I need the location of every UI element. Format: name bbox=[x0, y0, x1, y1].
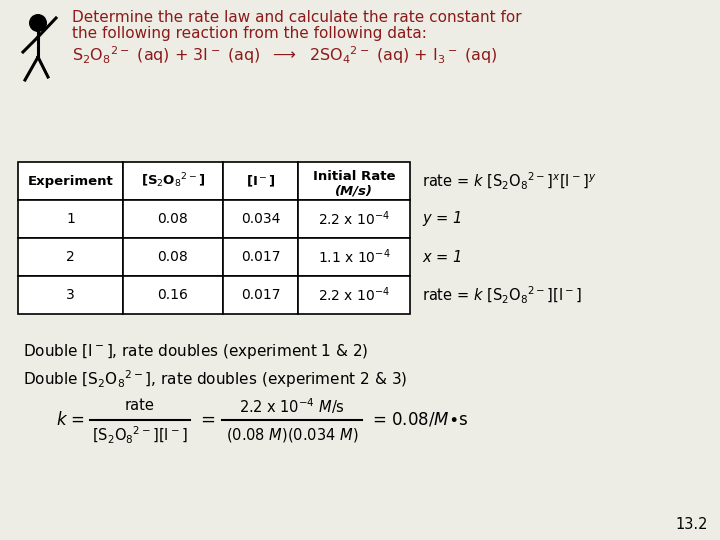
Text: 0.16: 0.16 bbox=[158, 288, 189, 302]
Bar bbox=[298, 162, 410, 200]
Bar bbox=[298, 200, 410, 238]
Text: $k$ =: $k$ = bbox=[56, 411, 85, 429]
Bar bbox=[223, 162, 298, 200]
Bar bbox=[18, 276, 123, 314]
Bar bbox=[298, 238, 410, 276]
Bar bbox=[18, 238, 123, 276]
Text: $x$ = 1: $x$ = 1 bbox=[422, 249, 462, 265]
Bar bbox=[298, 276, 410, 314]
Text: 0.017: 0.017 bbox=[240, 288, 280, 302]
Text: 2.2 x 10$^{-4}$: 2.2 x 10$^{-4}$ bbox=[318, 210, 390, 228]
Text: 3: 3 bbox=[66, 288, 75, 302]
Bar bbox=[18, 200, 123, 238]
Bar bbox=[18, 162, 123, 200]
Bar bbox=[223, 276, 298, 314]
Text: S$_2$O$_8$$^{2-}$ (aq) + 3I$^-$ (aq)  $\longrightarrow$  2SO$_4$$^{2-}$ (aq) + I: S$_2$O$_8$$^{2-}$ (aq) + 3I$^-$ (aq) $\l… bbox=[72, 44, 498, 66]
Text: 2: 2 bbox=[66, 250, 75, 264]
Text: 2.2 x 10$^{-4}$ $M$/s: 2.2 x 10$^{-4}$ $M$/s bbox=[239, 396, 345, 416]
Text: Initial Rate: Initial Rate bbox=[312, 171, 395, 184]
Text: 1.1 x 10$^{-4}$: 1.1 x 10$^{-4}$ bbox=[318, 248, 390, 266]
Text: 13.2: 13.2 bbox=[675, 517, 708, 532]
Text: [I$^-$]: [I$^-$] bbox=[246, 173, 276, 188]
Text: =: = bbox=[200, 411, 215, 429]
Text: (0.08 $M$)(0.034 $M$): (0.08 $M$)(0.034 $M$) bbox=[226, 426, 359, 444]
Text: Double [S$_2$O$_8$$^{2-}$], rate doubles (experiment 2 & 3): Double [S$_2$O$_8$$^{2-}$], rate doubles… bbox=[23, 368, 408, 390]
Bar bbox=[123, 200, 223, 238]
Text: (M/s): (M/s) bbox=[335, 185, 373, 198]
Text: the following reaction from the following data:: the following reaction from the followin… bbox=[72, 26, 427, 41]
Text: Determine the rate law and calculate the rate constant for: Determine the rate law and calculate the… bbox=[72, 10, 521, 25]
Text: 0.034: 0.034 bbox=[240, 212, 280, 226]
Text: [S$_2$O$_8$$^{2-}$]: [S$_2$O$_8$$^{2-}$] bbox=[141, 172, 205, 191]
Bar bbox=[123, 276, 223, 314]
Text: 0.08: 0.08 bbox=[158, 212, 189, 226]
Text: Experiment: Experiment bbox=[27, 174, 113, 187]
Bar bbox=[123, 162, 223, 200]
Circle shape bbox=[29, 14, 47, 32]
Bar bbox=[223, 200, 298, 238]
Text: $y$ = 1: $y$ = 1 bbox=[422, 210, 462, 228]
Text: 0.08: 0.08 bbox=[158, 250, 189, 264]
Text: rate = $k$ [S$_2$O$_8$$^{2-}$]$^x$[I$^-$]$^y$: rate = $k$ [S$_2$O$_8$$^{2-}$]$^x$[I$^-$… bbox=[422, 171, 596, 192]
Text: [S$_2$O$_8$$^{2-}$][I$^-$]: [S$_2$O$_8$$^{2-}$][I$^-$] bbox=[92, 424, 188, 445]
Bar bbox=[223, 238, 298, 276]
Bar bbox=[123, 238, 223, 276]
Text: rate: rate bbox=[125, 399, 155, 414]
Text: Double [I$^-$], rate doubles (experiment 1 & 2): Double [I$^-$], rate doubles (experiment… bbox=[23, 342, 369, 361]
Text: 2.2 x 10$^{-4}$: 2.2 x 10$^{-4}$ bbox=[318, 286, 390, 305]
Text: 1: 1 bbox=[66, 212, 75, 226]
Text: rate = $k$ [S$_2$O$_8$$^{2-}$][I$^-$]: rate = $k$ [S$_2$O$_8$$^{2-}$][I$^-$] bbox=[422, 285, 582, 306]
Text: 0.017: 0.017 bbox=[240, 250, 280, 264]
Text: = 0.08/$M$$\bullet$s: = 0.08/$M$$\bullet$s bbox=[372, 411, 469, 429]
